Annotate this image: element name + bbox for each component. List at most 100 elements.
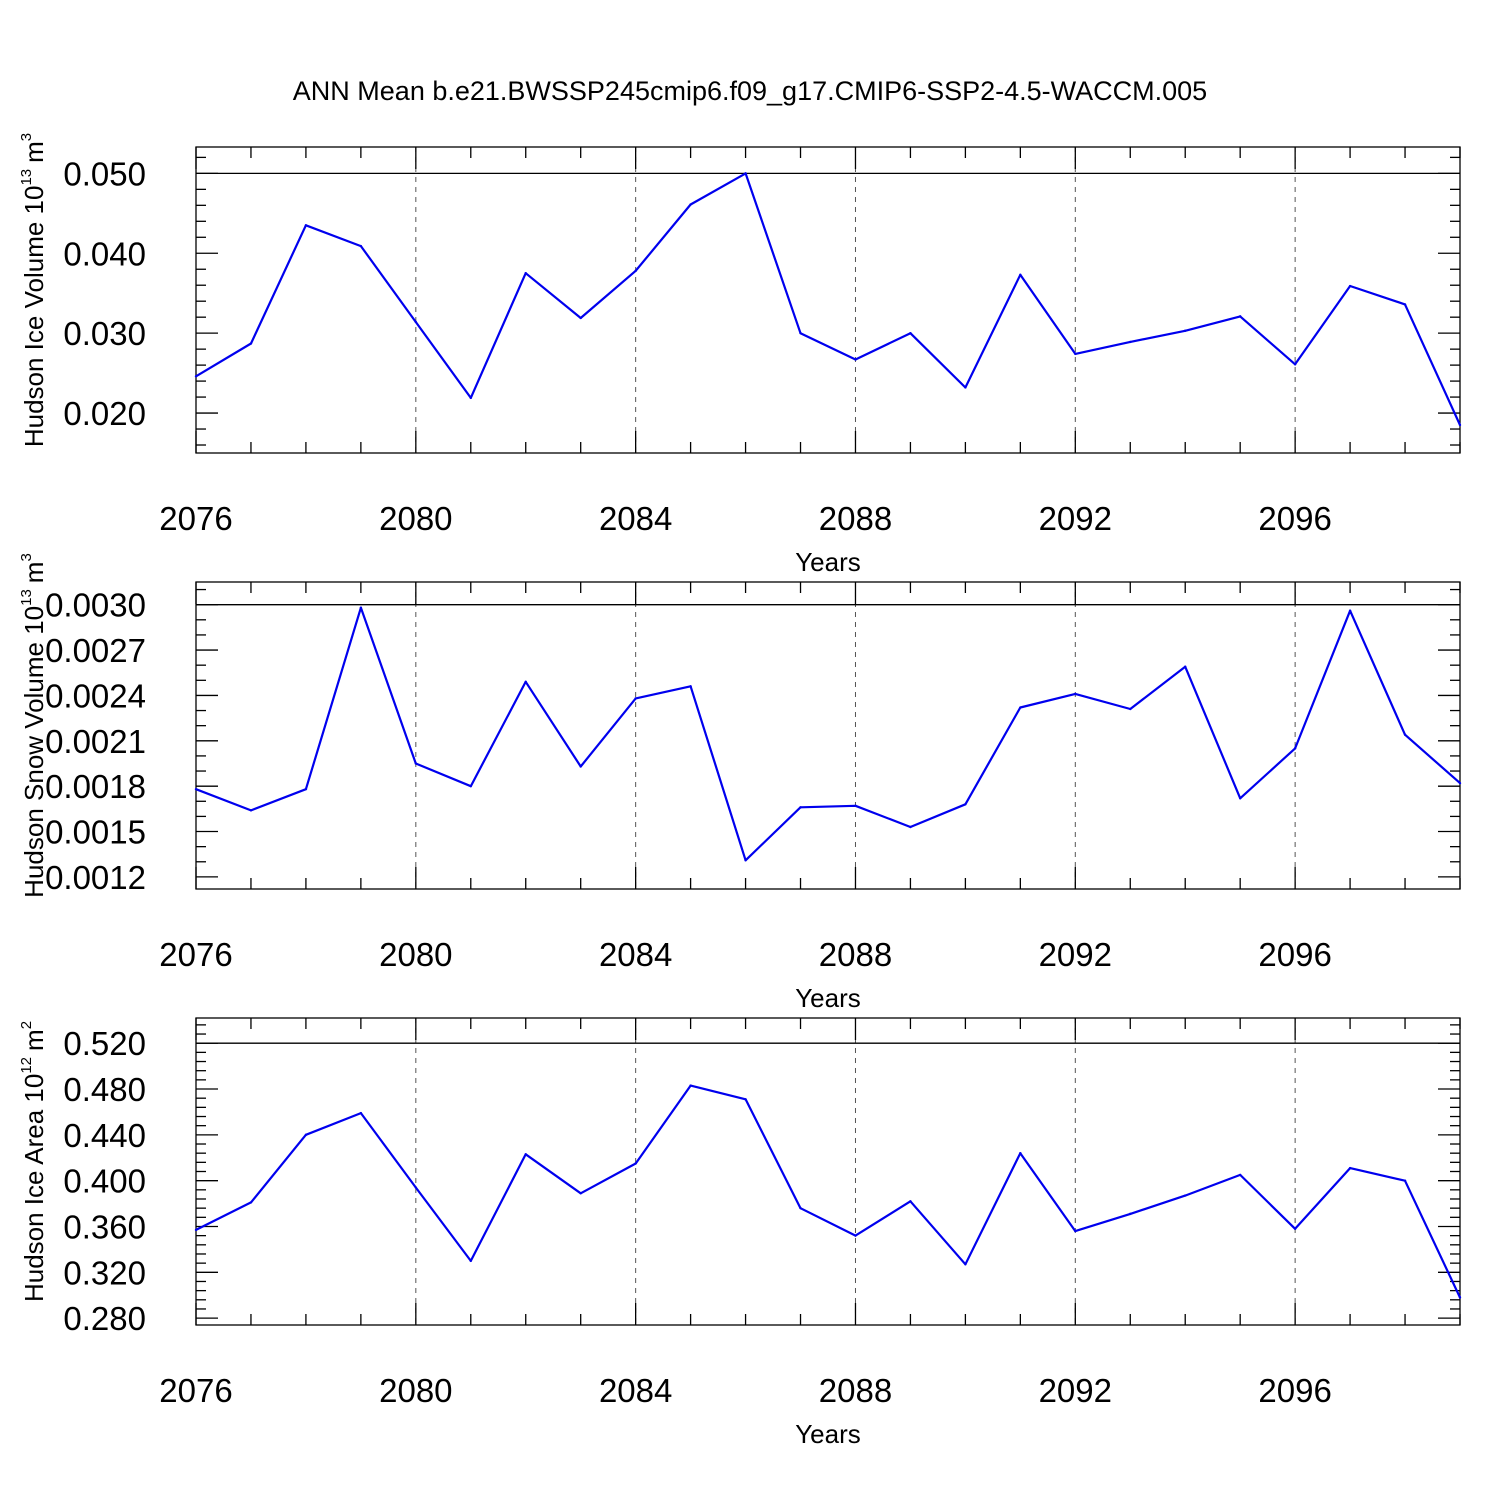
- data-point: [854, 1234, 857, 1237]
- series-line: [195, 1084, 1461, 1298]
- data-point: [1238, 315, 1242, 318]
- data-point: [744, 1098, 747, 1101]
- panels: 0.020 0.030 0.040 0.050 2076 2080 2084 2088 2092…: [18, 133, 1462, 1449]
- x-tick-label: 2076: [159, 936, 232, 973]
- data-point: [634, 1162, 637, 1165]
- y-axis-title-unit: m: [19, 141, 49, 163]
- data-point: [1348, 609, 1352, 612]
- data-point: [414, 762, 418, 765]
- y-axis-title-unit-exponent: 3: [18, 133, 35, 141]
- data-point: [1074, 692, 1077, 696]
- y-tick-label: 0.0018: [45, 768, 146, 805]
- panel-1: 0.020 0.030 0.040 0.050 2076 2080 2084 2088 2092…: [18, 133, 1462, 577]
- figure-title: ANN Mean b.e21.BWSSP245cmip6.f09_g17.CMI…: [293, 76, 1207, 106]
- data-point: [689, 203, 692, 206]
- data-point: [799, 331, 802, 335]
- data-point: [909, 1200, 912, 1203]
- x-tick-label: 2088: [819, 500, 892, 537]
- x-tick-label: 2076: [159, 1372, 232, 1409]
- y-axis-title-exponent: 13: [18, 589, 35, 606]
- x-tick-label: 2088: [819, 1372, 892, 1409]
- panel-3: 0.280 0.320 0.360 0.400 0.440 0.480 0.520 2076 2…: [18, 1017, 1462, 1449]
- data-point: [1458, 1296, 1462, 1299]
- y-tick-label: 0.040: [63, 235, 146, 272]
- data-point: [744, 172, 747, 175]
- data-point: [799, 1206, 802, 1210]
- data-point: [579, 765, 582, 768]
- plot-frame: [195, 581, 1461, 890]
- data-point: [194, 375, 198, 378]
- data-point: [634, 697, 637, 700]
- plot-frame: [195, 146, 1461, 454]
- data-point: [1074, 352, 1077, 356]
- y-axis-title-unit-exponent: 3: [18, 553, 35, 561]
- y-axis-title-exponent: 12: [18, 1057, 35, 1074]
- y-tick-label: 0.440: [63, 1117, 146, 1154]
- data-point: [744, 859, 747, 862]
- data-point: [1348, 1166, 1352, 1170]
- data-point: [194, 787, 198, 791]
- data-point: [1184, 1194, 1187, 1197]
- data-point: [1238, 1173, 1242, 1177]
- x-axis-title: Years: [795, 547, 861, 577]
- y-axis-title-exponent: 13: [18, 169, 35, 186]
- y-tick-label: 0.050: [63, 155, 146, 192]
- y-tick-label: 0.360: [63, 1208, 146, 1245]
- data-point: [304, 787, 308, 791]
- panel-2: 0.0012 0.0015 0.0018 0.0021 0.0024 0.0027 0.00…: [18, 553, 1462, 1013]
- x-tick-label: 2080: [379, 1372, 452, 1409]
- data-point: [964, 1263, 967, 1266]
- data-point: [964, 386, 967, 389]
- data-point: [304, 224, 308, 227]
- data-point: [249, 1201, 253, 1204]
- data-point: [1403, 733, 1407, 736]
- x-tick-label: 2088: [819, 936, 892, 973]
- data-point: [1129, 707, 1132, 711]
- data-point: [1129, 1212, 1132, 1216]
- y-tick-label: 0.020: [63, 395, 146, 432]
- y-tick-label: 0.320: [63, 1254, 146, 1291]
- data-point: [1293, 363, 1297, 366]
- y-tick-label: 0.0024: [45, 677, 146, 714]
- y-tick-label: 0.0015: [45, 814, 146, 851]
- x-tick-label: 2084: [599, 500, 672, 537]
- x-tick-label: 2092: [1039, 936, 1112, 973]
- data-point: [469, 784, 472, 788]
- y-axis-title-base: Hudson Ice Area 10: [19, 1074, 49, 1302]
- data-point: [469, 396, 472, 400]
- data-point: [524, 1153, 527, 1156]
- y-tick-label: 0.400: [63, 1163, 146, 1200]
- data-point: [249, 342, 253, 345]
- y-axis-title: Hudson Snow Volume 1013 m3: [18, 553, 49, 898]
- x-tick-label: 2092: [1039, 500, 1112, 537]
- data-point: [1129, 340, 1132, 344]
- data-point: [909, 825, 912, 829]
- data-point: [1019, 1151, 1022, 1155]
- x-tick-label: 2096: [1258, 500, 1331, 537]
- data-point: [359, 244, 363, 248]
- y-tick-label: 0.480: [63, 1071, 146, 1108]
- series-line: [195, 172, 1462, 426]
- data-point: [854, 358, 857, 361]
- x-tick-label: 2084: [599, 936, 672, 973]
- data-point: [194, 1228, 198, 1232]
- data-point: [909, 331, 912, 335]
- series-line: [195, 606, 1461, 862]
- data-point: [964, 803, 967, 806]
- y-tick-label: 0.280: [63, 1300, 146, 1337]
- x-tick-label: 2080: [379, 936, 452, 973]
- data-point: [1348, 284, 1352, 288]
- y-tick-label: 0.030: [63, 315, 146, 352]
- data-point: [304, 1133, 308, 1137]
- y-tick-label: 0.520: [63, 1025, 146, 1062]
- x-axis-title: Years: [795, 1419, 861, 1449]
- data-point: [1019, 273, 1022, 277]
- data-point: [1019, 706, 1022, 709]
- data-point: [414, 1186, 418, 1189]
- data-point: [799, 806, 802, 809]
- y-tick-label: 0.0030: [45, 587, 146, 624]
- data-point: [359, 606, 363, 609]
- data-point: [414, 320, 418, 324]
- x-tick-label: 2092: [1039, 1372, 1112, 1409]
- x-tick-label: 2084: [599, 1372, 672, 1409]
